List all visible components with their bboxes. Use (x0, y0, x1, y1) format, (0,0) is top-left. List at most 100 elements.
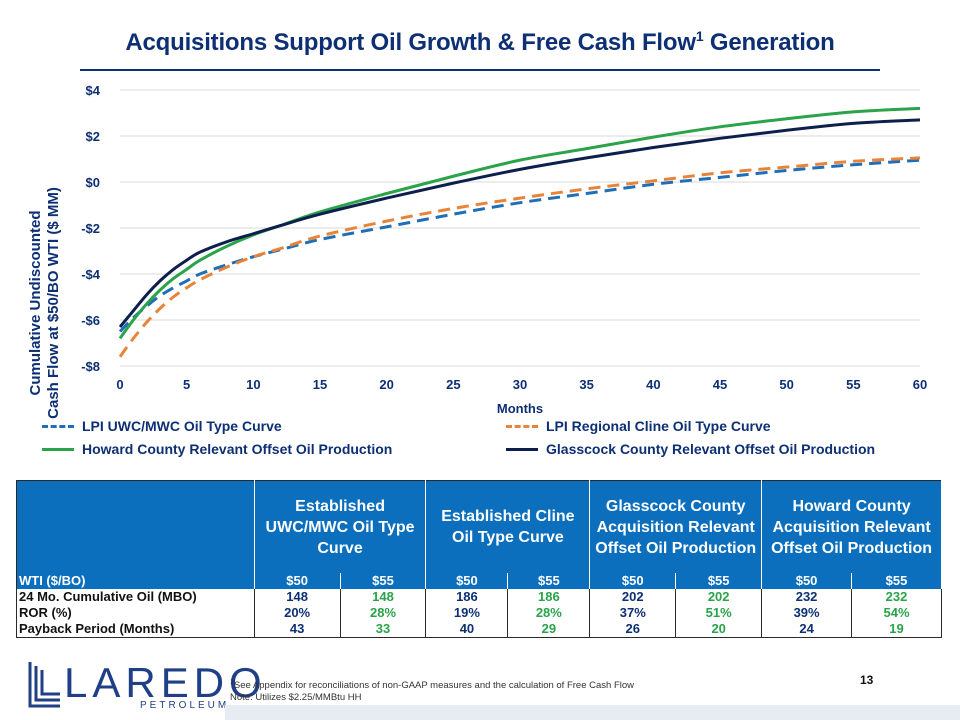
x-axis-label: Months (497, 401, 543, 416)
table-cell: 51% (675, 605, 763, 621)
y-tick-label: -$6 (81, 313, 100, 328)
table-cell: 232 (761, 589, 853, 605)
legend-swatch-howard (42, 447, 74, 451)
row-label: Payback Period (Months) (16, 621, 255, 638)
table-cell: 29 (507, 621, 591, 638)
x-tick-label: 55 (846, 377, 860, 392)
logo-wordmark: LAREDO (64, 659, 267, 706)
x-tick-label: 15 (313, 377, 327, 392)
y-axis-label-line2: Cash Flow at $50/BO WTI ($ MM) (45, 187, 62, 419)
header-uwc: Established UWC/MWC Oil Type Curve (254, 480, 427, 573)
table-cell: 39% (761, 605, 853, 621)
series-line-1 (118, 156, 921, 358)
footnote-line2: Note: Utilizes $2.25/MMBtu HH (230, 692, 362, 704)
y-tick-label: $2 (86, 129, 100, 144)
wti-cell: $55 (507, 573, 591, 589)
company-logo: LAREDO PETROLEUM (26, 660, 262, 712)
legend-label-howard: Howard County Relevant Offset Oil Produc… (82, 441, 393, 457)
table-row: Payback Period (Months) 43 33 40 29 26 2… (16, 621, 942, 638)
page-number: 13 (860, 673, 874, 687)
table-row: 24 Mo. Cumulative Oil (MBO) 148 148 186 … (16, 589, 942, 605)
table-cell: 37% (589, 605, 677, 621)
x-tick-label: 20 (379, 377, 393, 392)
footnote-text: See Appendix for reconciliations of non-… (233, 680, 635, 692)
table-cell: 40 (425, 621, 509, 638)
logo-mark-icon (28, 662, 60, 708)
y-tick-label: -$4 (81, 267, 101, 282)
table-cell: 43 (254, 621, 341, 638)
header-blank (16, 480, 255, 573)
y-tick-label: -$2 (81, 221, 100, 236)
table-cell: 19% (425, 605, 509, 621)
logo-subtitle: PETROLEUM (140, 700, 230, 711)
header-glasscock: Glasscock County Acquisition Relevant Of… (589, 480, 763, 573)
wti-cell: $55 (340, 573, 427, 589)
row-label: ROR (%) (16, 605, 255, 621)
x-tick-label: 0 (116, 377, 123, 392)
footer-band (225, 705, 960, 720)
table-cell: 148 (254, 589, 341, 605)
wti-cell: $50 (254, 573, 341, 589)
x-tick-label: 50 (779, 377, 793, 392)
legend-item-howard: Howard County Relevant Offset Oil Produc… (42, 440, 392, 458)
title-underline (80, 69, 880, 71)
table-cell: 33 (340, 621, 427, 638)
wti-cell: $55 (675, 573, 763, 589)
table-cell: 54% (851, 605, 942, 621)
table-cell: 186 (507, 589, 591, 605)
wti-cell: $50 (589, 573, 677, 589)
footnote-marker: 1 (230, 679, 234, 686)
row-label: 24 Mo. Cumulative Oil (MBO) (16, 589, 255, 605)
table-cell: 202 (589, 589, 677, 605)
table-header-row: Established UWC/MWC Oil Type Curve Estab… (16, 480, 942, 573)
x-tick-label: 45 (713, 377, 727, 392)
legend-label-cline: LPI Regional Cline Oil Type Curve (546, 418, 771, 434)
table-cell: 28% (340, 605, 427, 621)
legend-swatch-glasscock (506, 447, 538, 451)
legend-label-uwc: LPI UWC/MWC Oil Type Curve (82, 418, 282, 434)
y-axis-label-line1: Cumulative Undiscounted (27, 210, 44, 395)
table-cell: 148 (340, 589, 427, 605)
legend-swatch-uwc (42, 424, 74, 428)
table-cell: 20% (254, 605, 341, 621)
x-tick-label: 25 (446, 377, 460, 392)
wti-cell: $50 (425, 573, 509, 589)
legend-item-uwc: LPI UWC/MWC Oil Type Curve (42, 417, 282, 435)
wti-row: WTI ($/BO) $50 $55 $50 $55 $50 $55 $50 $… (16, 573, 942, 589)
series-line-3 (118, 118, 921, 328)
x-tick-label: 10 (246, 377, 260, 392)
economics-table: Established UWC/MWC Oil Type Curve Estab… (16, 480, 942, 638)
slide-title-text: Acquisitions Support Oil Growth & Free C… (125, 29, 696, 56)
x-axis-ticks: 0 5 10 15 20 25 30 35 40 45 50 55 60 (116, 377, 927, 392)
y-tick-label: $0 (86, 175, 100, 190)
table-cell: 19 (851, 621, 942, 638)
y-tick-label: -$8 (81, 359, 100, 374)
legend-item-glasscock: Glasscock County Relevant Offset Oil Pro… (506, 440, 875, 458)
x-tick-label: 5 (183, 377, 190, 392)
footnote-line1: 1See Appendix for reconciliations of non… (230, 677, 634, 692)
y-tick-label: $4 (86, 83, 101, 98)
legend-item-cline: LPI Regional Cline Oil Type Curve (506, 417, 771, 435)
table-cell: 202 (675, 589, 763, 605)
x-tick-label: 60 (913, 377, 927, 392)
table-row: ROR (%) 20% 28% 19% 28% 37% 51% 39% 54% (16, 605, 942, 621)
x-tick-label: 30 (513, 377, 527, 392)
footnote: 1See Appendix for reconciliations of non… (230, 677, 634, 704)
series-line-0 (118, 158, 921, 333)
legend-label-glasscock: Glasscock County Relevant Offset Oil Pro… (546, 441, 876, 457)
wti-cell: $55 (851, 573, 942, 589)
series-line-2 (118, 106, 921, 340)
table-cell: 28% (507, 605, 591, 621)
table-cell: 26 (589, 621, 677, 638)
cash-flow-chart: -$8 -$6 -$4 -$2 $0 $2 $4 0 5 10 15 20 25 30 35 40 45 50 5… (27, 83, 927, 419)
slide-title: Acquisitions Support Oil Growth & Free C… (0, 28, 960, 57)
table-cell: 232 (851, 589, 942, 605)
legend-swatch-cline (506, 424, 538, 428)
chart-series-lines (118, 106, 921, 358)
header-cline: Established Cline Oil Type Curve (425, 480, 591, 573)
slide-title-suffix: Generation (703, 29, 835, 56)
chart-gridlines (120, 89, 920, 367)
table-cell: 186 (425, 589, 509, 605)
y-axis-ticks: -$8 -$6 -$4 -$2 $0 $2 $4 (81, 83, 101, 374)
slide-title-footnote-marker: 1 (695, 28, 704, 44)
